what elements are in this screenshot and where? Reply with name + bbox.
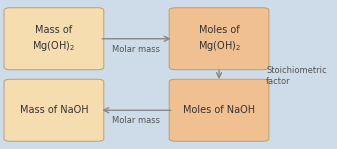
Text: Moles of
Mg(OH)$_2$: Moles of Mg(OH)$_2$ [197,25,241,53]
Text: Molar mass: Molar mass [113,116,160,125]
FancyBboxPatch shape [169,79,269,141]
Text: Mass of NaOH: Mass of NaOH [20,105,88,115]
Text: Mass of
Mg(OH)$_2$: Mass of Mg(OH)$_2$ [32,25,75,53]
FancyBboxPatch shape [169,8,269,70]
FancyBboxPatch shape [4,8,104,70]
Text: Stoichiometric
factor: Stoichiometric factor [266,66,327,86]
FancyBboxPatch shape [4,79,104,141]
Text: Molar mass: Molar mass [113,45,160,54]
Text: Moles of NaOH: Moles of NaOH [183,105,255,115]
